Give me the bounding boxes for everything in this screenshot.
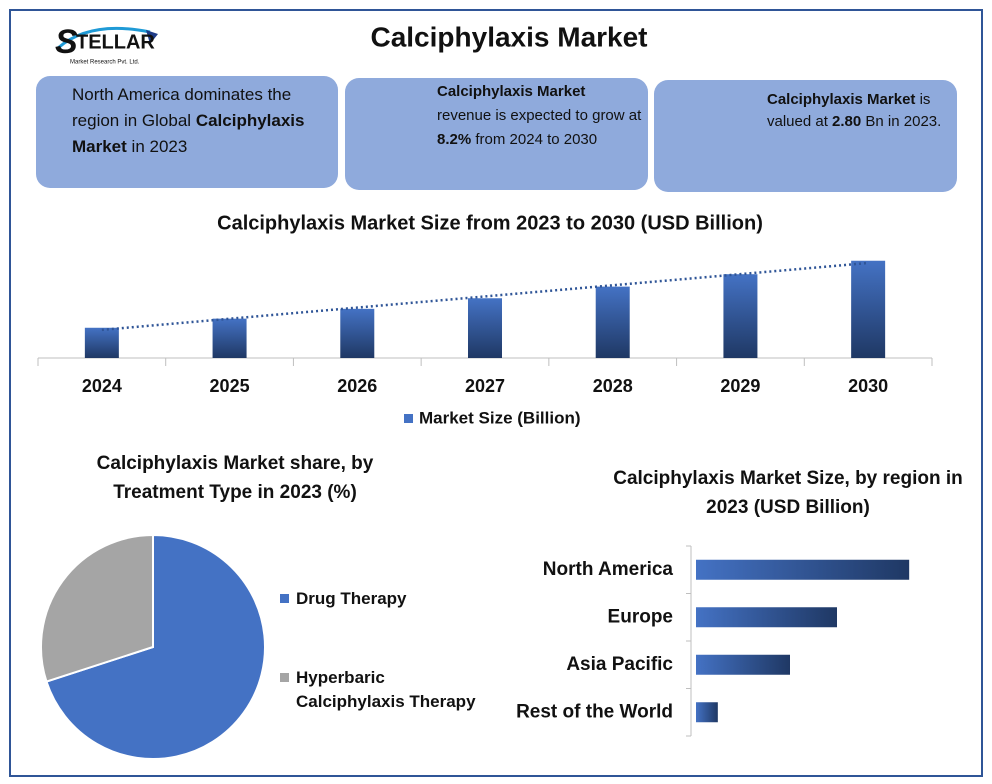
legend-label: Drug Therapy	[296, 589, 407, 608]
bar	[84, 327, 119, 358]
info-text-part: 2.80	[832, 113, 862, 130]
trendline	[101, 261, 869, 332]
chart-title: Calciphylaxis Market Size from 2023 to 2…	[217, 212, 763, 234]
x-tick-label: 2026	[337, 376, 377, 396]
bar	[696, 607, 837, 628]
info-text-part: Calciphylaxis Market	[767, 91, 916, 108]
pie-slice	[45, 533, 266, 760]
chart-title: 2023 (USD Billion)	[706, 497, 870, 518]
bar	[696, 654, 790, 675]
info-text-part: is valued at	[767, 91, 931, 130]
title: Calciphylaxis Market	[370, 21, 647, 52]
legend-swatch	[404, 414, 413, 423]
bar	[851, 260, 886, 358]
bar	[212, 318, 247, 358]
y-tick-label: Asia Pacific	[566, 654, 673, 675]
chart-title: Treatment Type in 2023 (%)	[113, 482, 357, 503]
legend-label: Market Size (Billion)	[419, 408, 581, 427]
frame	[9, 9, 983, 777]
logo-mark: S	[55, 23, 78, 61]
chart-title: Calciphylaxis Market share, by	[97, 453, 374, 474]
y-tick-label: Europe	[608, 606, 673, 627]
logo-text: TELLAR	[76, 31, 155, 53]
x-tick-label: 2028	[593, 376, 633, 396]
info-text-part: Calciphylaxis Market	[437, 83, 586, 100]
y-tick-label: Rest of the World	[516, 701, 673, 722]
info-text-part: Bn in 2023.	[861, 113, 942, 130]
info-text-part: from 2024 to 2030	[471, 131, 598, 148]
x-tick-label: 2025	[210, 376, 250, 396]
logo-arrow	[146, 30, 158, 44]
logo-sub: Market Research Pvt. Ltd.	[70, 60, 140, 66]
legend-swatch	[280, 673, 289, 682]
bar	[468, 298, 502, 358]
x-tick-label: 2024	[82, 376, 122, 396]
bar	[595, 286, 630, 358]
info-text-part: 8.2%	[437, 131, 472, 148]
logo-swoosh	[57, 26, 151, 50]
legend-swatch	[280, 594, 289, 603]
info-text: North America dominates the region in Gl…	[72, 82, 322, 160]
info-text-part: revenue is expected to grow at	[437, 107, 642, 124]
info-text: Calciphylaxis Market is valued at 2.80 B…	[767, 89, 942, 133]
info-text-part: North America dominates the region in Gl…	[72, 85, 292, 130]
x-tick-label: 2030	[848, 376, 888, 396]
chart-title: Calciphylaxis Market Size, by region in	[613, 468, 963, 489]
x-tick-label: 2027	[465, 376, 505, 396]
info-box: Calciphylaxis Market is valued at 2.80 B…	[654, 80, 957, 192]
info-text: Calciphylaxis Market revenue is expected…	[437, 80, 642, 152]
pie-slice	[40, 533, 154, 683]
bar	[723, 274, 758, 358]
info-box: Calciphylaxis Market revenue is expected…	[345, 78, 648, 190]
bar	[696, 702, 718, 723]
info-box: North America dominates the region in Gl…	[36, 76, 338, 188]
bar	[340, 308, 375, 358]
bar	[696, 559, 910, 580]
legend-label: Hyperbaric Calciphylaxis Therapy	[296, 668, 476, 711]
x-tick-label: 2029	[720, 376, 760, 396]
info-text-part: in 2023	[126, 137, 188, 156]
y-tick-label: North America	[543, 559, 674, 580]
info-text-part: Calciphylaxis Market	[72, 111, 305, 156]
